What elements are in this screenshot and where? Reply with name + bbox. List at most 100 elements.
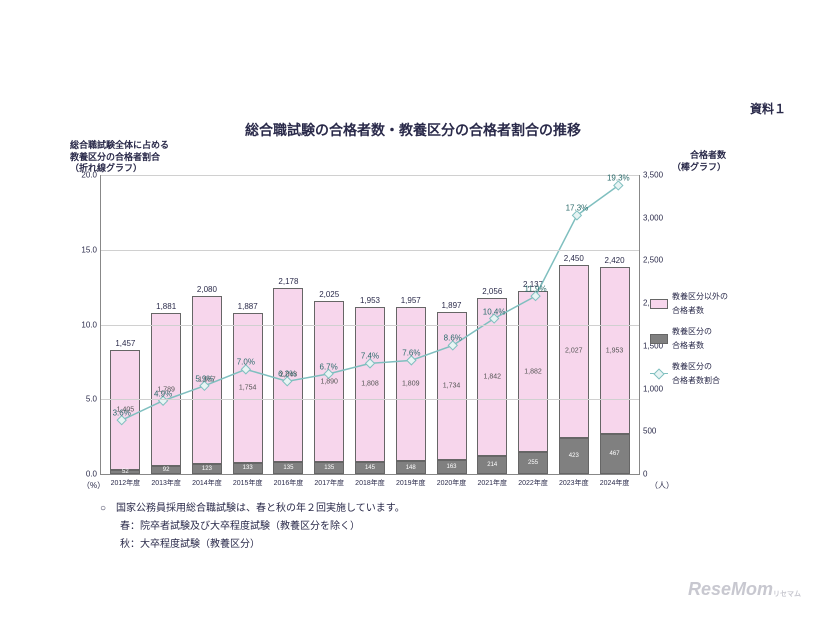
pct-label: 6.7% xyxy=(319,362,337,371)
bar-total-label: 1,897 xyxy=(441,301,461,310)
y1-tick: 20.0 xyxy=(81,171,97,180)
y1-tick: 5.0 xyxy=(86,395,97,404)
pct-label: 3.6% xyxy=(113,408,131,417)
pct-label: 7.6% xyxy=(402,349,420,358)
bar-gray-label: 467 xyxy=(601,451,629,457)
x-axis-label: 2017年度 xyxy=(314,478,344,488)
bar-pink-label: 1,842 xyxy=(478,374,506,381)
bar-segment-pink: 2,027 xyxy=(559,265,589,438)
bar-pink-label: 1,808 xyxy=(356,381,384,388)
bar-group: 2,1371,8822552022年度 xyxy=(518,291,548,474)
y1-unit: （%） xyxy=(82,480,105,491)
bar-total-label: 2,178 xyxy=(278,277,298,286)
y2-tick: 0 xyxy=(643,470,647,479)
bar-segment-gray: 148 xyxy=(396,461,426,474)
bar-segment-pink: 1,882 xyxy=(518,291,548,452)
bar-pink-label: 1,734 xyxy=(438,383,466,390)
y2-tick: 500 xyxy=(643,427,656,436)
bar-gray-label: 255 xyxy=(519,460,547,466)
bar-segment-gray: 255 xyxy=(518,452,548,474)
pct-label: 11.9% xyxy=(524,284,546,293)
x-axis-label: 2013年度 xyxy=(151,478,181,488)
bar-gray-label: 214 xyxy=(478,462,506,468)
pct-label: 17.3% xyxy=(566,204,589,213)
bar-total-label: 2,025 xyxy=(319,290,339,299)
bar-pink-label: 1,754 xyxy=(234,384,262,391)
bar-segment-pink: 1,754 xyxy=(233,313,263,463)
x-axis-label: 2018年度 xyxy=(355,478,385,488)
bar-pink-label: 1,890 xyxy=(315,378,343,385)
bar-total-label: 1,457 xyxy=(115,339,135,348)
x-axis-label: 2014年度 xyxy=(192,478,222,488)
bar-total-label: 1,887 xyxy=(238,302,258,311)
bar-gray-label: 145 xyxy=(356,465,384,471)
footnote-line: 春：院卒者試験及び大卒程度試験（教養区分を除く） xyxy=(100,518,405,536)
legend-item-gray: 教養区分の合格者数 xyxy=(650,325,728,354)
bar-segment-gray: 145 xyxy=(355,462,385,474)
y1-tick: 15.0 xyxy=(81,245,97,254)
bar-segment-gray: 52 xyxy=(110,470,140,474)
pct-label: 4.9% xyxy=(154,389,172,398)
y2-tick: 2,500 xyxy=(643,256,663,265)
footnote-line: ○ 国家公務員採用総合職試験は、春と秋の年２回実施しています。 xyxy=(100,500,405,518)
bar-segment-pink: 1,808 xyxy=(355,307,385,461)
chart-area: 1,4571,405522012年度1,8811,789922013年度2,08… xyxy=(100,175,640,475)
document-label: 資料１ xyxy=(750,100,786,117)
bar-gray-label: 135 xyxy=(274,465,302,471)
pct-label: 10.4% xyxy=(483,307,506,316)
x-axis-label: 2022年度 xyxy=(518,478,548,488)
bar-segment-gray: 163 xyxy=(437,460,467,474)
bar-total-label: 1,881 xyxy=(156,302,176,311)
bar-gray-label: 148 xyxy=(397,465,425,471)
pct-label: 7.4% xyxy=(361,352,379,361)
footnote-line: 秋：大卒程度試験（教養区分） xyxy=(100,536,405,554)
bar-total-label: 2,056 xyxy=(482,287,502,296)
legend-label-gray: 教養区分の合格者数 xyxy=(672,325,712,354)
bar-segment-pink: 1,809 xyxy=(396,307,426,462)
bar-group: 2,4201,9534672024年度 xyxy=(600,267,630,474)
bar-total-label: 2,450 xyxy=(564,254,584,263)
watermark-text: ReseMom xyxy=(688,579,773,599)
bar-segment-gray: 92 xyxy=(151,466,181,474)
bar-group: 2,0801,9571232014年度 xyxy=(192,296,222,474)
bar-total-label: 2,420 xyxy=(605,256,625,265)
chart-title: 総合職試験の合格者数・教養区分の合格者割合の推移 xyxy=(0,120,826,140)
bar-pink-label: 1,953 xyxy=(601,347,629,354)
bar-group: 1,9531,8081452018年度 xyxy=(355,307,385,474)
y2-tick: 3,500 xyxy=(643,171,663,180)
bar-segment-gray: 135 xyxy=(273,462,303,474)
bar-pink-label: 1,882 xyxy=(519,368,547,375)
bar-pink-label: 1,809 xyxy=(397,381,425,388)
pct-label: 8.6% xyxy=(444,334,462,343)
bar-gray-label: 133 xyxy=(234,465,262,471)
y2-unit: （人） xyxy=(650,480,674,491)
legend-item-pink: 教養区分以外の合格者数 xyxy=(650,290,728,319)
y1-tick: 10.0 xyxy=(81,320,97,329)
bar-group: 2,1782,0431352016年度 xyxy=(273,288,303,474)
legend-swatch-gray xyxy=(650,334,668,344)
x-axis-label: 2023年度 xyxy=(559,478,589,488)
bar-group: 2,0251,8901352017年度 xyxy=(314,301,344,474)
bar-segment-gray: 123 xyxy=(192,464,222,475)
pct-label: 5.9% xyxy=(195,374,213,383)
legend-label-line: 教養区分の合格者数割合 xyxy=(672,360,720,389)
bar-segment-gray: 467 xyxy=(600,434,630,474)
x-axis-label: 2019年度 xyxy=(396,478,426,488)
bar-gray-label: 92 xyxy=(152,467,180,473)
legend-swatch-pink xyxy=(650,299,668,309)
bar-segment-gray: 135 xyxy=(314,462,344,474)
bar-total-label: 1,957 xyxy=(401,296,421,305)
bar-gray-label: 123 xyxy=(193,466,221,472)
bar-segment-gray: 214 xyxy=(477,456,507,474)
bar-gray-label: 52 xyxy=(111,469,139,475)
bar-gray-label: 163 xyxy=(438,464,466,470)
x-axis-label: 2015年度 xyxy=(233,478,263,488)
legend-item-line: 教養区分の合格者数割合 xyxy=(650,360,728,389)
bar-segment-pink: 1,953 xyxy=(600,267,630,434)
watermark-sub: リセマム xyxy=(773,591,801,598)
x-axis-label: 2024年度 xyxy=(600,478,630,488)
bar-segment-pink: 1,842 xyxy=(477,298,507,455)
x-axis-label: 2016年度 xyxy=(274,478,304,488)
y2-axis-label: 合格者数（棒グラフ） xyxy=(672,150,726,173)
bar-group: 2,4502,0274232023年度 xyxy=(559,265,589,474)
